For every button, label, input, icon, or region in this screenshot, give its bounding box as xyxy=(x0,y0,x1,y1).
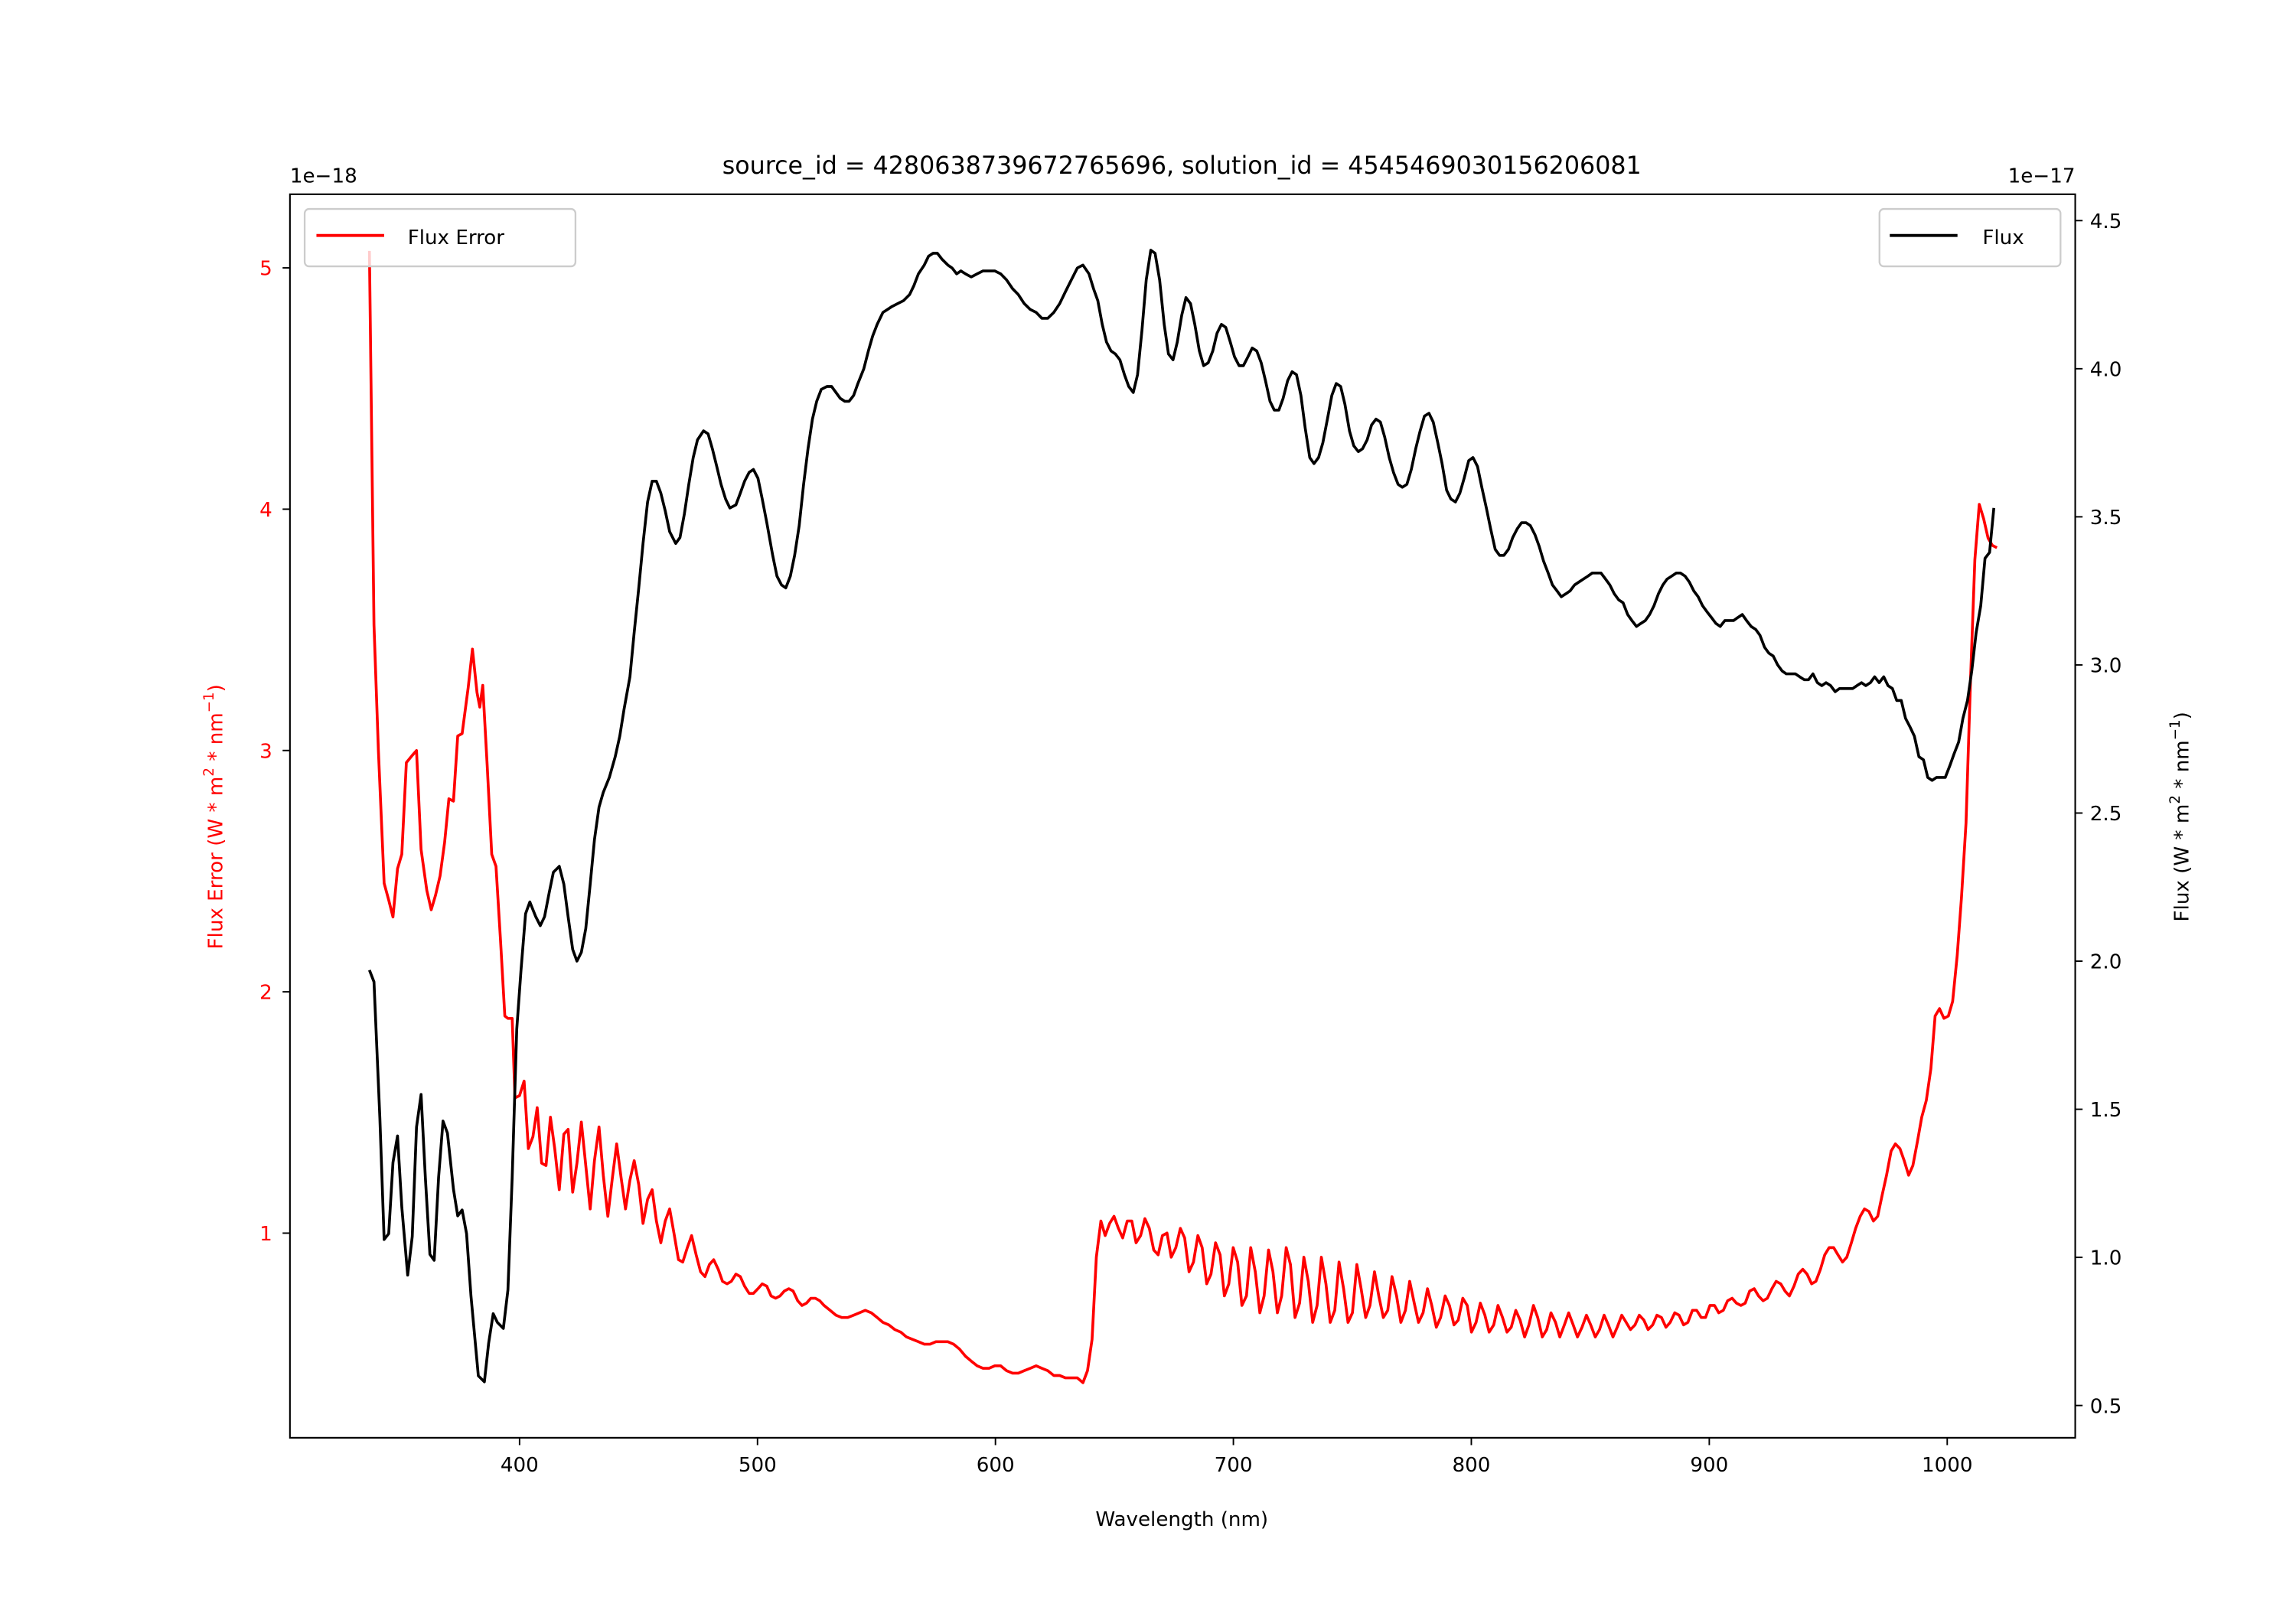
right-label-sup-2: 2 xyxy=(2167,795,2183,804)
legend-label-flux-error: Flux Error xyxy=(408,227,505,249)
left-y-tick-label: 2 xyxy=(259,982,272,1005)
right-y-tick-label: 3.0 xyxy=(2090,655,2122,678)
x-tick-label: 500 xyxy=(739,1454,777,1477)
right-y-axis: 0.5 1.0 1.5 2.0 2.5 3.0 3.5 4.0 4.5 xyxy=(2075,210,2122,1418)
right-y-tick-label: 1.0 xyxy=(2090,1247,2122,1270)
left-y-axis-label: Flux Error (W * m2 * nm−1) xyxy=(201,684,228,949)
right-y-tick-label: 4.0 xyxy=(2090,358,2122,381)
legend-box xyxy=(1878,207,2062,268)
flux-series-line xyxy=(367,249,1996,1384)
right-y-axis-label: Flux (W * m2 * nm−1) xyxy=(2167,712,2194,921)
legend-flux-error: Flux Error xyxy=(303,207,577,268)
left-offset-text: 1e−18 xyxy=(290,165,357,187)
left-y-tick-label: 4 xyxy=(259,499,272,522)
right-label-sup-minus1: −1 xyxy=(2167,719,2183,740)
axes-frame xyxy=(289,193,2076,1439)
left-label-sup-minus1: −1 xyxy=(201,692,217,712)
right-y-tick-label: 1.5 xyxy=(2090,1099,2122,1122)
right-y-tick-label: 2.5 xyxy=(2090,803,2122,826)
right-label-mid: * nm xyxy=(2171,740,2194,795)
x-tick-label: 700 xyxy=(1215,1454,1253,1477)
right-label-end: ) xyxy=(2171,712,2194,719)
left-y-axis: 1 2 3 4 5 xyxy=(259,258,290,1246)
legend-flux: Flux xyxy=(1878,207,2062,268)
right-y-tick-label: 0.5 xyxy=(2090,1395,2122,1418)
left-label-sup-2: 2 xyxy=(201,768,217,777)
x-tick-label: 600 xyxy=(977,1454,1015,1477)
x-tick-label: 1000 xyxy=(1922,1454,1973,1477)
left-label-end: ) xyxy=(204,684,227,692)
plot-area xyxy=(367,249,1998,1384)
chart-title: source_id = 4280638739672765696, solutio… xyxy=(722,152,1642,180)
right-y-tick-label: 2.0 xyxy=(2090,951,2122,974)
left-label-mid: * nm xyxy=(204,712,227,768)
right-label-main: Flux (W * m xyxy=(2171,804,2194,922)
left-y-tick-label: 1 xyxy=(259,1223,272,1246)
left-y-tick-label: 5 xyxy=(259,258,272,281)
flux-error-series-line xyxy=(367,250,1998,1384)
legend-box xyxy=(303,207,577,268)
x-tick-label: 900 xyxy=(1690,1454,1728,1477)
left-y-tick-label: 3 xyxy=(259,740,272,763)
x-axis: 400 500 600 700 800 900 1000 xyxy=(501,1437,1973,1477)
right-y-tick-label: 4.5 xyxy=(2090,210,2122,233)
right-y-tick-label: 3.5 xyxy=(2090,507,2122,530)
legend-label-flux: Flux xyxy=(1982,227,2024,249)
right-offset-text: 1e−17 xyxy=(2008,165,2076,187)
x-axis-label: Wavelength (nm) xyxy=(1095,1508,1268,1531)
left-label-main: Flux Error (W * m xyxy=(204,777,227,950)
x-tick-label: 400 xyxy=(501,1454,539,1477)
x-tick-label: 800 xyxy=(1453,1454,1491,1477)
